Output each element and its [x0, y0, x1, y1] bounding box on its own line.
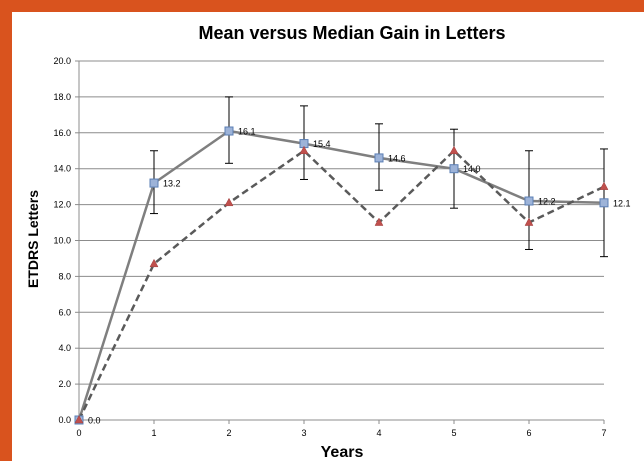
y-tick-label: 10.0: [53, 236, 71, 246]
data-label: 0.0: [88, 416, 101, 426]
y-tick-label: 20.0: [53, 56, 71, 66]
x-tick-label: 3: [301, 428, 306, 438]
series-line-solid: [77, 129, 605, 421]
triangle-marker: [74, 414, 84, 424]
y-tick-label: 8.0: [58, 271, 71, 281]
y-tick-label: 18.0: [53, 92, 71, 102]
triangle-marker: [524, 217, 534, 226]
square-marker: [599, 198, 609, 208]
triangle-marker: [374, 217, 384, 226]
y-tick-label: 6.0: [58, 307, 71, 317]
triangle-marker: [449, 145, 459, 154]
chart-title: Mean versus Median Gain in Letters: [198, 23, 505, 43]
x-tick-label: 1: [151, 428, 156, 438]
data-label: 12.2: [538, 197, 556, 207]
y-tick-label: 16.0: [53, 128, 71, 138]
square-marker: [224, 126, 234, 136]
y-tick-label: 12.0: [53, 200, 71, 210]
data-label: 16.1: [238, 127, 256, 137]
triangle-marker: [224, 197, 234, 207]
y-tick-label: 2.0: [58, 379, 71, 389]
data-label: 12.1: [613, 198, 631, 208]
x-axis-label: Years: [321, 444, 364, 461]
y-tick-label: 4.0: [58, 343, 71, 353]
x-tick-label: 0: [76, 428, 81, 438]
square-marker: [449, 164, 459, 174]
data-label: 15.4: [313, 139, 331, 149]
series-line-dashed: [77, 149, 605, 421]
triangle-marker: [299, 145, 309, 154]
data-label: 13.2: [163, 179, 181, 189]
square-marker: [374, 153, 384, 163]
x-tick-label: 6: [526, 428, 531, 438]
triangle-marker: [149, 258, 159, 268]
data-label: 14.0: [463, 164, 481, 174]
y-tick-label: 14.0: [53, 164, 71, 174]
x-tick-label: 5: [451, 428, 456, 438]
x-tick-label: 4: [376, 428, 381, 438]
x-tick-label: 2: [226, 428, 231, 438]
y-axis-label: ETDRS Letters: [25, 190, 41, 288]
data-label: 14.6: [388, 153, 406, 163]
x-tick-label: 7: [601, 428, 606, 438]
triangle-marker: [599, 181, 609, 190]
square-marker: [524, 196, 534, 206]
y-tick-label: 0.0: [58, 415, 71, 425]
square-marker: [149, 178, 159, 188]
